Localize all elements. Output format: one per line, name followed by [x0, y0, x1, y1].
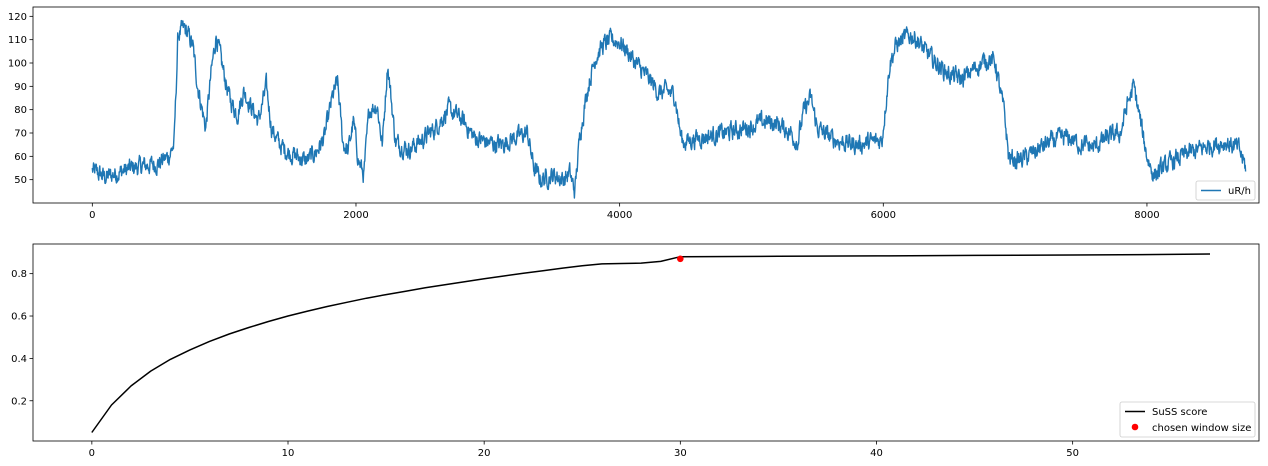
legend-label-chosen-window-size: chosen window size [1152, 423, 1251, 434]
x-tick-label: 20 [478, 448, 491, 459]
bottom-subplot: 0 10 20 30 40 50 0.2 0.4 0.6 0.8 SuSS score chose… [11, 243, 1260, 459]
x-tick-label: 10 [282, 448, 295, 459]
series-line-uR-h [91, 19, 1247, 199]
y-tick-label: 0.2 [11, 396, 27, 407]
y-tick-label: 110 [8, 35, 27, 46]
y-tick-label: 90 [14, 82, 27, 93]
top-plot-frame [32, 6, 1260, 204]
legend-swatch-chosen-window-size [1131, 423, 1139, 431]
y-tick-label: 100 [8, 59, 27, 70]
bottom-plot-frame [32, 243, 1260, 442]
y-tick-label: 80 [14, 105, 27, 116]
x-tick-label: 40 [870, 448, 883, 459]
y-tick-label: 70 [14, 129, 27, 140]
chosen-window-size-point [677, 255, 684, 263]
y-tick-label: 0.6 [11, 312, 27, 323]
top-legend-box [1195, 180, 1256, 201]
bottom-axis-ticks: 0 10 20 30 40 50 0.2 0.4 0.6 0.8 [11, 269, 1079, 459]
legend-label-suss-score: SuSS score [1152, 407, 1207, 418]
bottom-series [91, 253, 1211, 433]
y-tick-label: 0.8 [11, 269, 27, 280]
y-tick-label: 120 [8, 12, 27, 23]
top-series [91, 19, 1247, 199]
top-subplot: 0 2000 4000 6000 8000 50 60 70 80 90 100 110 120 uR/… [8, 6, 1260, 221]
y-tick-label: 60 [14, 152, 27, 163]
x-tick-label: 30 [674, 448, 687, 459]
top-axis-ticks: 0 2000 4000 6000 8000 50 60 70 80 90 100 110 120 [8, 12, 1160, 221]
legend-label-uR-h: uR/h [1228, 186, 1251, 197]
x-tick-label: 8000 [1134, 210, 1159, 221]
x-tick-label: 6000 [871, 210, 896, 221]
x-tick-label: 2000 [343, 210, 368, 221]
bottom-legend: SuSS score chosen window size [1119, 401, 1256, 438]
x-tick-label: 0 [89, 448, 95, 459]
series-line-suss-score [91, 253, 1211, 433]
x-tick-label: 50 [1066, 448, 1079, 459]
y-tick-label: 0.4 [11, 354, 27, 365]
y-tick-label: 50 [14, 175, 27, 186]
top-legend: uR/h [1195, 180, 1256, 201]
x-tick-label: 0 [89, 210, 95, 221]
x-tick-label: 4000 [607, 210, 632, 221]
bottom-legend-box [1119, 401, 1256, 438]
